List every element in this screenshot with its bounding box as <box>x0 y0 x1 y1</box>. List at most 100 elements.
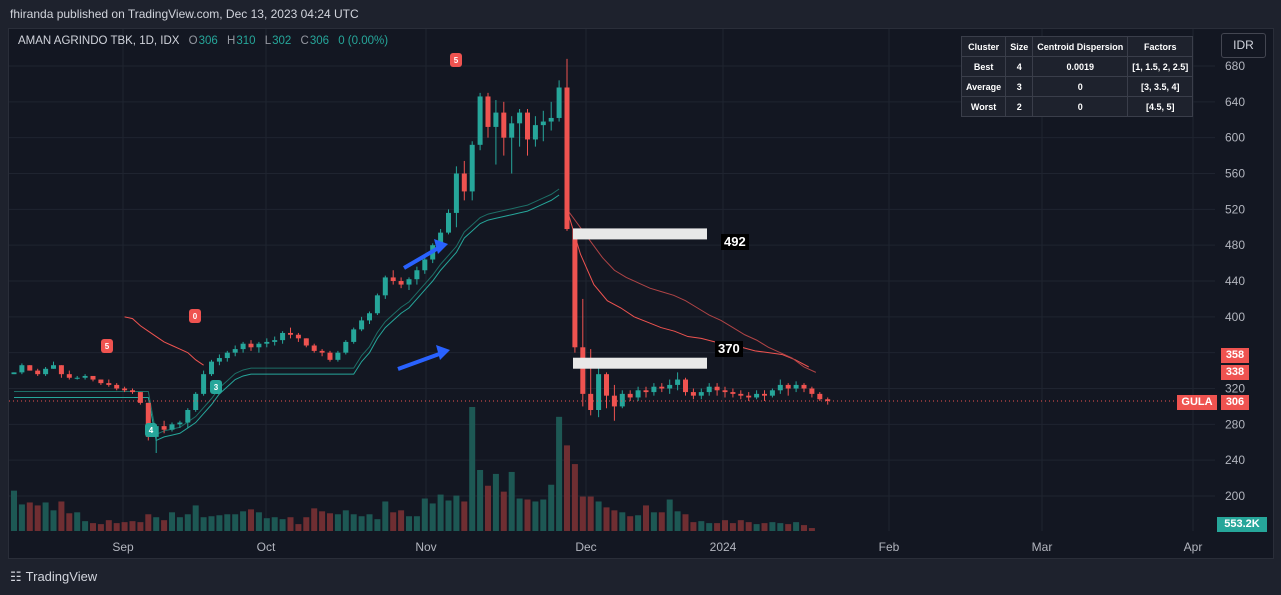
volume-bar <box>461 501 468 531</box>
signal-badge <box>450 53 462 67</box>
level-box-upper <box>573 228 707 240</box>
signal-text: 0 <box>193 312 198 321</box>
volume-bar <box>50 510 57 531</box>
volume-bar <box>74 512 81 531</box>
price-tick-label: 560 <box>1225 167 1245 181</box>
tradingview-logo[interactable]: ☷ TradingView <box>10 569 97 585</box>
volume-bar <box>303 517 310 531</box>
arrow-upper-shaft <box>402 245 442 270</box>
volume-bar <box>540 499 547 531</box>
annotation-arrows <box>397 239 450 371</box>
volume-bar <box>208 516 215 531</box>
time-tick-label: Feb <box>879 540 900 554</box>
price-level-boxes <box>573 228 707 369</box>
volume-bar <box>587 496 594 531</box>
time-tick-label: Nov <box>415 540 436 554</box>
candle-body <box>540 121 546 126</box>
volume-bar <box>42 502 49 531</box>
candle-body <box>422 259 428 271</box>
volume-bar <box>319 511 326 531</box>
high-label: H <box>227 35 236 47</box>
volume-bar <box>295 524 302 531</box>
candle-body <box>730 392 736 394</box>
volume-bar <box>11 490 17 531</box>
candle-body <box>11 372 17 375</box>
signal-text: 3 <box>214 383 219 392</box>
volume-bar <box>421 498 428 531</box>
candle-body <box>501 112 507 138</box>
candle-body <box>272 340 278 342</box>
high-value: 310 <box>236 35 256 47</box>
candle-body <box>382 277 388 296</box>
volume-bar <box>374 519 381 531</box>
volume-bar <box>492 473 499 531</box>
candle-body <box>738 393 744 396</box>
candle-body <box>746 395 752 398</box>
candle-body <box>295 334 301 339</box>
cluster-row-average: Average 3 0 [3, 3.5, 4] <box>960 76 1194 97</box>
volume-bar <box>793 522 800 531</box>
candle-body <box>722 390 728 393</box>
volume-bar <box>666 499 673 531</box>
arrow-upper-head <box>434 239 448 254</box>
arrow-lower-head <box>436 345 450 360</box>
volume-bar <box>524 499 531 531</box>
time-tick-label: 2024 <box>710 540 737 554</box>
volume-bar <box>406 516 412 531</box>
candle-body <box>359 320 365 330</box>
volume-bar <box>429 503 436 531</box>
candle-body <box>446 212 451 233</box>
price-tick-label: 600 <box>1225 131 1245 145</box>
volume-bar <box>216 515 223 531</box>
candle-body <box>43 368 49 375</box>
candle-body <box>161 426 167 430</box>
header-size: Size <box>1005 36 1034 57</box>
volume-bar <box>556 416 563 531</box>
candle-body <box>66 374 72 378</box>
symbol-name: AMAN AGRINDO TBK, 1D, IDX <box>18 35 180 47</box>
header-factors: Factors <box>1127 36 1194 57</box>
volume-bar <box>66 513 73 531</box>
volume-bar <box>714 523 721 531</box>
volume-bar <box>279 519 286 531</box>
cell-factors: [1, 1.5, 2, 2.5] <box>1127 56 1194 77</box>
cluster-row-worst: Worst 2 0 [4.5, 5] <box>960 96 1194 117</box>
currency-button[interactable]: IDR <box>1221 33 1266 58</box>
candle-body <box>754 393 760 398</box>
volume-bar <box>129 521 136 531</box>
candle-body <box>517 112 523 124</box>
open-value: 306 <box>198 35 218 47</box>
price-tick-label: 480 <box>1225 238 1245 252</box>
candle-body <box>453 173 459 213</box>
signal-badge <box>101 339 113 353</box>
signal-badge <box>145 423 157 437</box>
volume-bar <box>658 512 665 531</box>
volume-bar <box>564 445 570 531</box>
volume-bar <box>413 516 420 531</box>
cluster-table: Cluster Size Centroid Dispersion Factors… <box>960 36 1194 117</box>
volume-bar <box>761 523 768 531</box>
candle-body <box>343 341 349 353</box>
trailing-stop-lower <box>566 209 809 368</box>
candle-body <box>19 365 25 373</box>
candle-body <box>690 392 696 396</box>
brand-name: TradingView <box>25 569 98 584</box>
cell-size: 4 <box>1005 56 1034 77</box>
signal-text: 5 <box>105 342 110 351</box>
volume-bar <box>358 516 365 531</box>
candle-body <box>809 388 815 394</box>
signal-text: 5 <box>454 56 459 65</box>
cell-size: 3 <box>1005 76 1034 97</box>
candle-body <box>817 393 823 400</box>
candle-body <box>137 392 143 403</box>
candle-body <box>667 384 673 389</box>
change-value: 0 (0.00%) <box>338 35 389 47</box>
candle-body <box>185 410 191 423</box>
volume-bar <box>240 511 247 531</box>
candle-body <box>469 144 475 192</box>
volume-bar <box>690 522 697 531</box>
volume-bar <box>224 514 231 531</box>
candle-body <box>90 375 96 380</box>
candle-body <box>256 343 262 348</box>
